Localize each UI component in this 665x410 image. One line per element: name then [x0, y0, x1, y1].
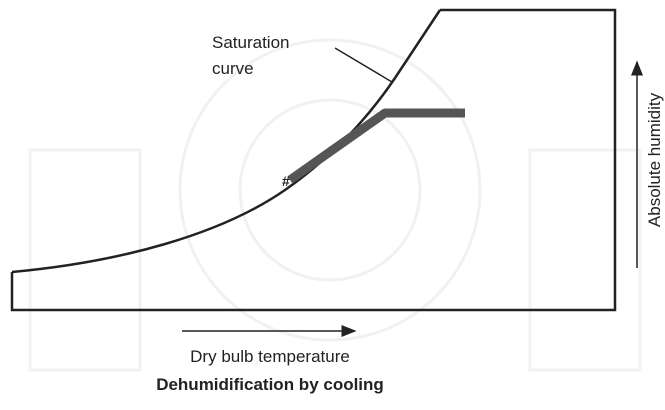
- chart-outline: [10, 8, 617, 312]
- curve-label: curve: [212, 59, 254, 78]
- process-line: [287, 108, 465, 184]
- caption: Dehumidification by cooling: [156, 375, 384, 394]
- leader-line: [334, 47, 393, 83]
- state-marker: #: [282, 173, 290, 189]
- watermark: [28, 38, 642, 372]
- curve-label: Saturation: [212, 33, 290, 52]
- y-axis-label: Absolute humidity: [645, 92, 664, 227]
- x-axis-label: Dry bulb temperature: [190, 347, 350, 366]
